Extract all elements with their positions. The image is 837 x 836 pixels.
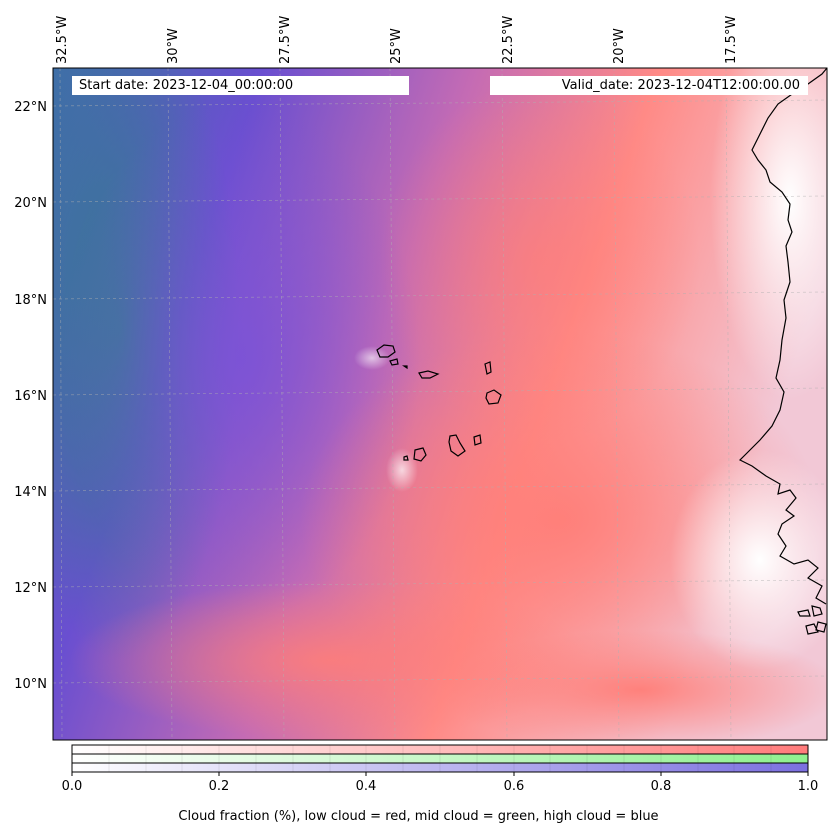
africa-islands xyxy=(797,605,827,635)
lat-label: 10°N xyxy=(14,677,47,692)
lon-label: 22.5°W xyxy=(501,16,516,64)
colorbar-tick-label: 0.8 xyxy=(650,779,672,794)
lon-label: 32.5°W xyxy=(55,16,70,64)
colorbar-tick-label: 0.0 xyxy=(61,779,83,794)
colorbar-mid-cloud xyxy=(72,754,808,763)
colorbar-caption: Cloud fraction (%), low cloud = red, mid… xyxy=(178,809,659,824)
lat-label: 22°N xyxy=(14,100,47,115)
colorbar-low-cloud xyxy=(72,745,808,754)
colorbar-high-cloud xyxy=(72,763,808,772)
island-santa-luzia xyxy=(402,365,408,370)
lon-label: 25°W xyxy=(389,28,404,64)
lon-label: 17.5°W xyxy=(724,16,739,64)
island-maio xyxy=(473,434,482,446)
island-boa-vista xyxy=(485,389,502,405)
africa-coastline xyxy=(738,67,828,605)
gridlines xyxy=(52,67,828,741)
lat-label: 12°N xyxy=(14,581,47,596)
colorbar-tick-label: 0.6 xyxy=(503,779,525,794)
colorbar-tick-label: 1.0 xyxy=(797,779,819,794)
map-frame xyxy=(52,67,828,741)
lon-label: 20°W xyxy=(612,28,627,64)
colorbar-tick-label: 0.4 xyxy=(355,779,377,794)
lat-label: 14°N xyxy=(14,485,47,500)
lon-label: 27.5°W xyxy=(278,16,293,64)
island-sao-vicente xyxy=(389,358,399,366)
lat-label: 18°N xyxy=(14,293,47,308)
lat-label: 20°N xyxy=(14,196,47,211)
cloud-field xyxy=(53,68,827,740)
island-sao-nicolau xyxy=(418,370,440,379)
island-sal xyxy=(484,361,492,375)
colorbar-tick-label: 0.2 xyxy=(208,779,230,794)
lat-label: 16°N xyxy=(14,389,47,404)
coastlines xyxy=(376,67,828,635)
colorbar xyxy=(71,744,809,776)
longitude-labels: 32.5°W 30°W 27.5°W 25°W 22.5°W 20°W 17.5… xyxy=(55,16,739,64)
island-santiago xyxy=(448,434,466,457)
island-brava xyxy=(403,455,409,461)
start-date-label: Start date: 2023-12-04_00:00:00 xyxy=(72,76,409,95)
latitude-labels: 22°N 20°N 18°N 16°N 14°N 12°N 10°N xyxy=(14,100,47,692)
lon-label: 30°W xyxy=(166,28,181,64)
island-santo-antao xyxy=(376,344,396,358)
valid-date-label: Valid_date: 2023-12-04T12:00:00.00 xyxy=(490,76,808,95)
island-fogo xyxy=(413,447,427,462)
